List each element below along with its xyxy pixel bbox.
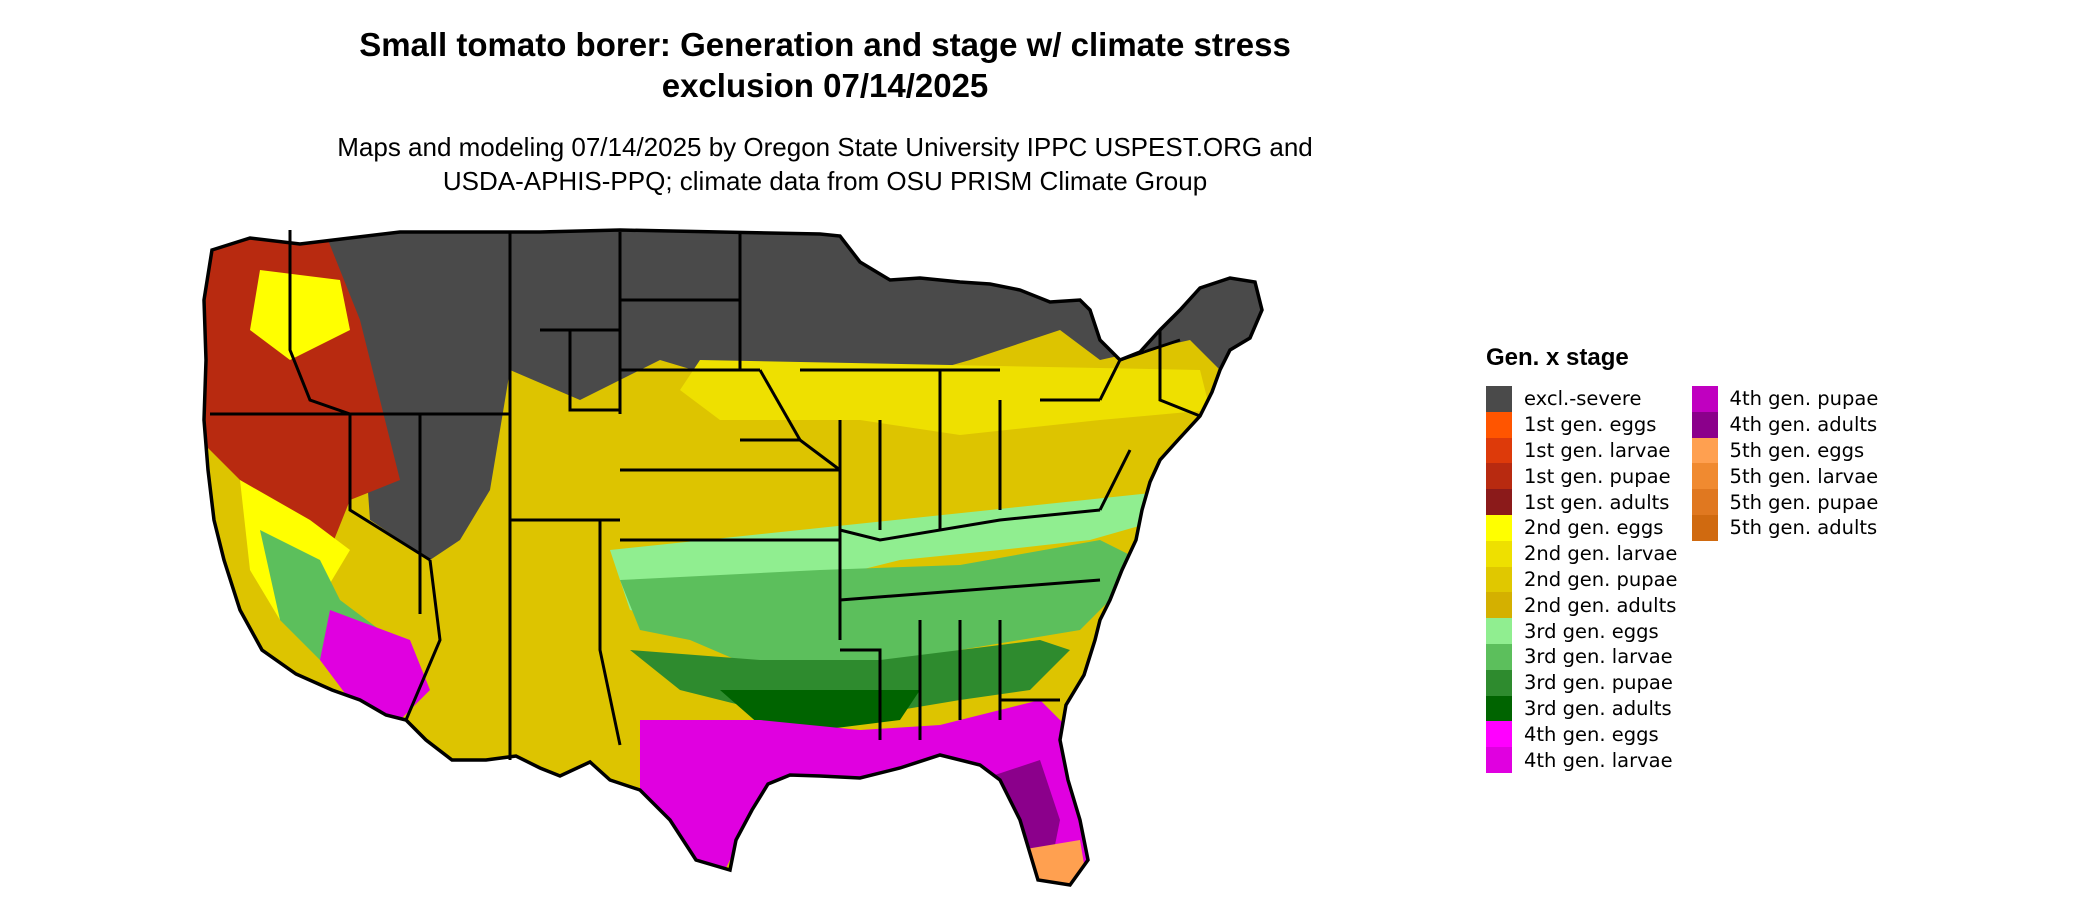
map-title-line2: exclusion 07/14/2025 (661, 67, 989, 104)
legend-swatch (1691, 514, 1718, 541)
region-3rd-gen-larvae (620, 540, 1140, 670)
legend-column: excl.-severe 1st gen. eggs 1st gen. larvae… (1486, 386, 1678, 773)
region-2nd-gen-midwest (680, 360, 1210, 435)
legend-swatch (1486, 514, 1512, 541)
region-1st-gen-northeast (1300, 260, 1400, 360)
legend-title: Gen. x stage (1486, 344, 1629, 371)
legend-swatch (1486, 463, 1512, 490)
legend-swatch (1691, 411, 1718, 438)
legend-swatch (1486, 566, 1512, 593)
legend-swatch (1486, 489, 1512, 515)
legend-label: 1st gen. adults (1524, 490, 1670, 514)
legend-label: 4th gen. pupae (1729, 387, 1879, 411)
legend-label: 1st gen. pupae (1524, 464, 1671, 488)
legend-item: 2nd gen. pupae (1486, 566, 1678, 593)
legend-item: 1st gen. adults (1486, 489, 1678, 515)
legend: Gen. x stage excl.-severe 1st gen. eggs 1s… (1486, 344, 1878, 773)
map-title-line1: Small tomato borer: Generation and stage… (359, 26, 1291, 63)
legend-swatch (1486, 386, 1512, 412)
legend-swatch (1486, 643, 1512, 670)
legend-label: 1st gen. larvae (1524, 438, 1671, 462)
legend-column: 4th gen. pupae 4th gen. adults 5th gen. eg… (1691, 386, 1879, 773)
legend-label: 4th gen. adults (1729, 413, 1878, 437)
legend-label: 3rd gen. pupae (1524, 671, 1673, 695)
legend-swatch (1486, 721, 1512, 748)
map-subtitle: Maps and modeling 07/14/2025 by Oregon S… (230, 130, 1420, 198)
legend-label: 5th gen. adults (1729, 516, 1878, 540)
legend-label: 4th gen. eggs (1524, 722, 1659, 746)
region-4th-gen-arizona (320, 610, 430, 720)
legend-label: 2nd gen. eggs (1524, 516, 1664, 540)
legend-swatch (1486, 411, 1512, 438)
legend-swatch (1486, 540, 1512, 567)
legend-swatch (1486, 437, 1512, 464)
region-3rd-gen-adults (720, 690, 920, 730)
legend-label: excl.-severe (1524, 387, 1642, 411)
legend-label: 2nd gen. adults (1524, 593, 1677, 617)
legend-item: 4th gen. pupae (1691, 386, 1879, 412)
legend-label: 2nd gen. larvae (1524, 542, 1678, 566)
legend-item: 4th gen. eggs (1486, 721, 1678, 748)
legend-item: 4th gen. adults (1691, 411, 1879, 438)
legend-item: 1st gen. pupae (1486, 463, 1678, 490)
legend-swatch (1691, 489, 1718, 515)
legend-item: 3rd gen. larvae (1486, 643, 1678, 670)
region-4th-gen-larvae (640, 700, 1100, 885)
legend-item: excl.-severe (1486, 386, 1678, 412)
legend-label: 4th gen. larvae (1524, 748, 1673, 772)
legend-item: 3rd gen. eggs (1486, 618, 1678, 644)
legend-item: 3rd gen. pupae (1486, 669, 1678, 696)
legend-item: 1st gen. larvae (1486, 437, 1678, 464)
legend-item: 1st gen. eggs (1486, 411, 1678, 438)
legend-swatch (1691, 463, 1718, 490)
legend-swatch (1486, 695, 1512, 722)
region-2nd-gen-northwest (250, 270, 350, 360)
legend-item: 5th gen. pupae (1691, 489, 1879, 515)
legend-item: 5th gen. larvae (1691, 463, 1879, 490)
legend-swatch (1691, 386, 1718, 412)
legend-label: 5th gen. eggs (1729, 438, 1865, 462)
us-map-svg (202, 228, 1400, 887)
us-outline (202, 228, 1264, 887)
us-map (200, 220, 1460, 900)
legend-swatch (1691, 437, 1718, 464)
legend-item: 2nd gen. eggs (1486, 514, 1678, 541)
legend-label: 3rd gen. larvae (1524, 645, 1673, 669)
legend-label: 5th gen. pupae (1729, 490, 1879, 514)
legend-label: 1st gen. eggs (1524, 413, 1657, 437)
region-5th-gen-eggs (1020, 840, 1090, 885)
state-borders (210, 230, 1201, 760)
legend-swatch (1486, 618, 1512, 644)
map-subtitle-line2: USDA-APHIS-PPQ; climate data from OSU PR… (442, 166, 1208, 196)
stage-regions (204, 230, 1400, 885)
legend-item: 3rd gen. adults (1486, 695, 1678, 722)
legend-label: 2nd gen. pupae (1524, 567, 1678, 591)
legend-item: 5th gen. eggs (1691, 437, 1879, 464)
legend-item: 2nd gen. larvae (1486, 540, 1678, 567)
legend-swatch (1486, 747, 1512, 773)
legend-label: 5th gen. larvae (1729, 464, 1879, 488)
legend-item: 4th gen. larvae (1486, 747, 1678, 773)
map-subtitle-line1: Maps and modeling 07/14/2025 by Oregon S… (337, 132, 1313, 162)
legend-swatch (1486, 669, 1512, 696)
legend-item: 5th gen. adults (1691, 514, 1879, 541)
legend-label: 3rd gen. eggs (1524, 619, 1659, 643)
map-title: Small tomato borer: Generation and stage… (230, 24, 1420, 106)
legend-columns: excl.-severe 1st gen. eggs 1st gen. larvae… (1486, 386, 1878, 773)
title-block: Small tomato borer: Generation and stage… (230, 24, 1420, 198)
legend-label: 3rd gen. adults (1524, 696, 1672, 720)
legend-swatch (1486, 592, 1512, 619)
legend-item: 2nd gen. adults (1486, 592, 1678, 619)
